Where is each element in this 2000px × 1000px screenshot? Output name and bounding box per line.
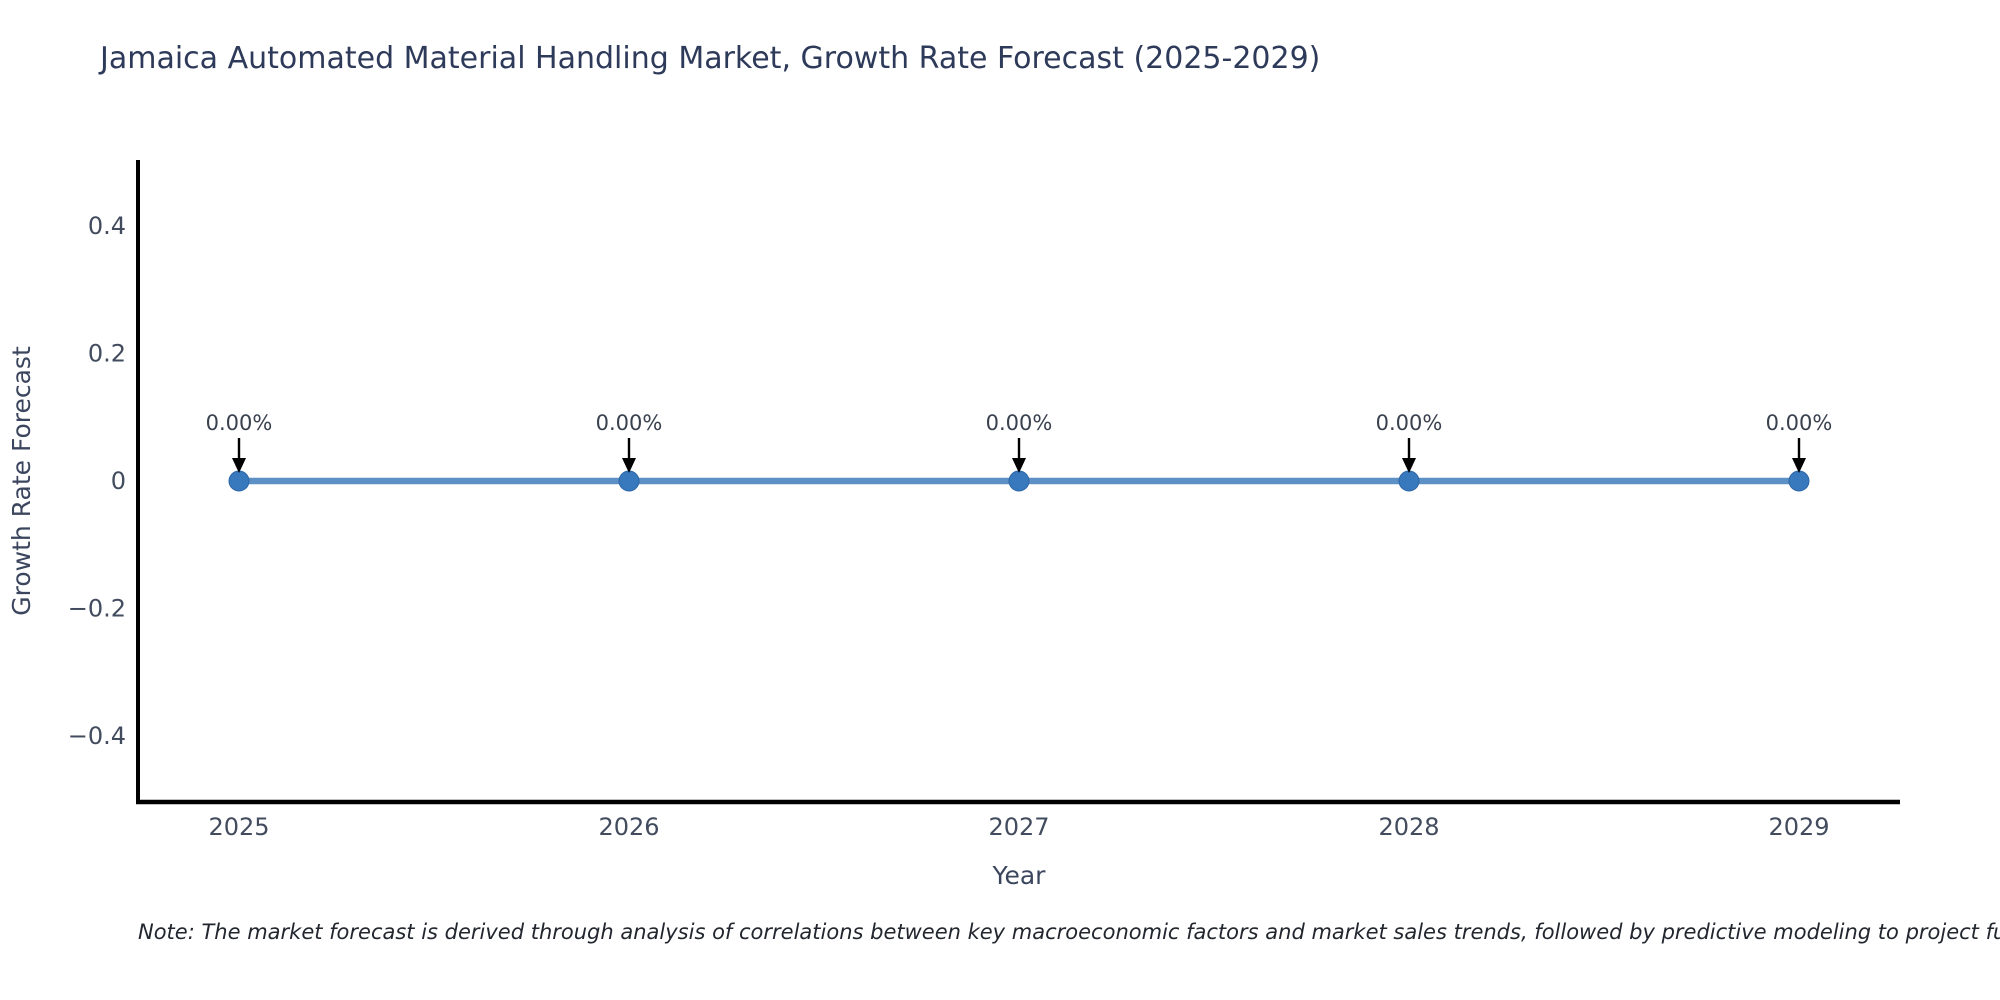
x-tick-label: 2027 (988, 813, 1049, 841)
x-axis-title: Year (992, 861, 1047, 890)
x-tick-label: 2028 (1378, 813, 1439, 841)
x-tick-label: 2029 (1768, 813, 1829, 841)
annotation-arrowhead-icon (1012, 458, 1026, 473)
footnote: Note: The market forecast is derived thr… (138, 920, 2000, 944)
data-point-marker (1398, 470, 1420, 492)
y-tick-label: −0.2 (68, 595, 126, 623)
annotation-arrowhead-icon (232, 458, 246, 473)
annotation-arrowhead-icon (622, 458, 636, 473)
data-point-label: 0.00% (596, 411, 663, 435)
data-point-marker (1788, 470, 1810, 492)
data-point-marker (618, 470, 640, 492)
x-tick-label: 2025 (208, 813, 269, 841)
x-tick-label: 2026 (598, 813, 659, 841)
y-tick-label: 0 (111, 467, 126, 495)
data-point-label: 0.00% (206, 411, 273, 435)
annotation-arrowhead-icon (1402, 458, 1416, 473)
data-point-label: 0.00% (1376, 411, 1443, 435)
y-tick-label: −0.4 (68, 722, 126, 750)
annotation-arrowhead-icon (1792, 458, 1806, 473)
y-axis-title: Growth Rate Forecast (7, 346, 36, 616)
data-point-label: 0.00% (1766, 411, 1833, 435)
data-point-marker (1008, 470, 1030, 492)
chart-title: Jamaica Automated Material Handling Mark… (100, 41, 1321, 76)
y-tick-label: 0.2 (88, 339, 126, 367)
data-point-marker (228, 470, 250, 492)
y-tick-label: 0.4 (88, 212, 126, 240)
data-point-label: 0.00% (986, 411, 1053, 435)
